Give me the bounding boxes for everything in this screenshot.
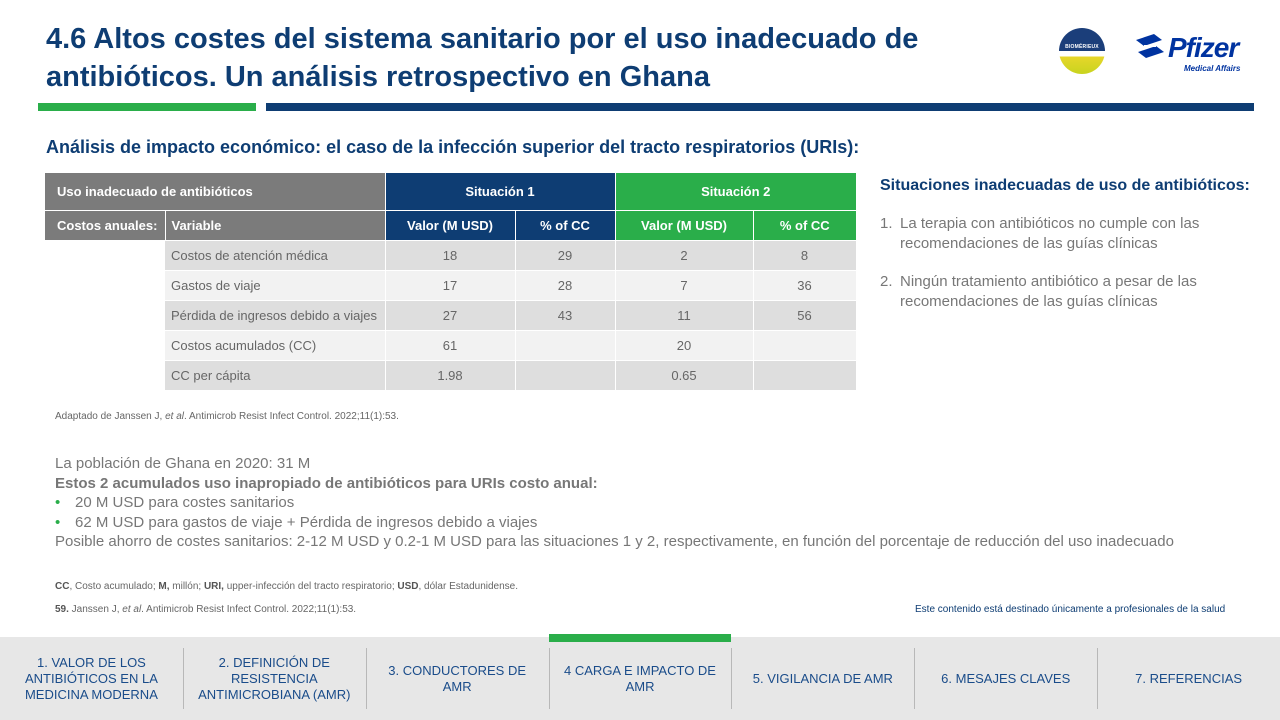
cell-valor-s2: 20 xyxy=(615,329,754,360)
biomerieux-logo: BIOMÉRIEUX xyxy=(1059,28,1105,74)
header-situacion-2: Situación 2 xyxy=(615,173,856,210)
abbr-def: , dólar Estadunidense. xyxy=(418,581,519,592)
header-situacion-1: Situación 1 xyxy=(385,173,616,210)
list-number: 1. xyxy=(880,215,893,232)
cell-valor-s1: 17 xyxy=(385,269,516,300)
cell-valor-s1: 1.98 xyxy=(385,359,516,390)
pfizer-wordmark: Pfizer xyxy=(1168,32,1239,63)
cell-valor-s2: 2 xyxy=(615,239,754,270)
reference-etal: et al xyxy=(122,604,142,615)
header-variable: Variable xyxy=(165,209,386,240)
header-valor-s2: Valor (M USD) xyxy=(615,209,754,240)
abbr-term: M, xyxy=(158,581,170,592)
nav-item-conductores-amr[interactable]: 3. CONDUCTORES DE AMR xyxy=(365,637,549,720)
cell-valor-s1: 61 xyxy=(385,329,516,360)
summary-savings: Posible ahorro de costes sanitarios: 2-1… xyxy=(55,533,1174,550)
summary-population: La población de Ghana en 2020: 31 M xyxy=(55,455,311,472)
abbr-term: CC xyxy=(55,581,70,592)
row-label: Costos de atención médica xyxy=(165,239,386,270)
list-item: 1. La terapia con antibióticos no cumple… xyxy=(880,214,1240,254)
abbr-def: upper-infección del tracto respiratorio; xyxy=(223,581,398,592)
list-number: 2. xyxy=(880,273,893,290)
pfizer-subtitle: Medical Affairs xyxy=(1184,64,1241,73)
cell-pct-s1: 28 xyxy=(515,269,616,300)
cell-pct-s1 xyxy=(515,329,616,360)
header-valor-s1: Valor (M USD) xyxy=(385,209,516,240)
cell-pct-s1: 43 xyxy=(515,299,616,330)
page-title: 4.6 Altos costes del sistema sanitario p… xyxy=(46,23,919,93)
header-pct-s1: % of CC xyxy=(515,209,616,240)
table-row: Costos acumulados (CC) 61 20 xyxy=(45,329,857,360)
bullet-icon: • xyxy=(55,513,61,531)
cell-pct-s2: 36 xyxy=(753,269,857,300)
abbr-term: USD xyxy=(397,581,419,592)
list-item: • 62 M USD para gastos de viaje + Pérdida… xyxy=(55,513,1235,533)
cell-pct-s1: 29 xyxy=(515,239,616,270)
row-label: Costos acumulados (CC) xyxy=(165,329,386,360)
nav-item-referencias[interactable]: 7. REFERENCIAS xyxy=(1097,637,1280,720)
summary-block: La población de Ghana en 2020: 31 M Esto… xyxy=(55,454,1235,552)
reference-number: 59. xyxy=(55,604,69,615)
header-uso-inadecuado: Uso inadecuado de antibióticos xyxy=(45,173,386,210)
list-item: • 20 M USD para costes sanitarios xyxy=(55,493,1235,513)
cell-valor-s1: 27 xyxy=(385,299,516,330)
title-underline-blue xyxy=(266,103,1254,111)
pfizer-mark-icon xyxy=(1136,34,1164,58)
reference-note: 59. Janssen J, et al. Antimicrob Resist … xyxy=(55,604,356,615)
cell-pct-s1 xyxy=(515,359,616,390)
list-text: Ningún tratamiento antibiótico a pesar d… xyxy=(900,273,1197,310)
cell-valor-s2: 7 xyxy=(615,269,754,300)
list-item: 2. Ningún tratamiento antibiótico a pesa… xyxy=(880,272,1240,312)
title-underline-green xyxy=(38,103,256,111)
nav-item-carga-impacto-amr[interactable]: 4 CARGA E IMPACTO DE AMR xyxy=(548,634,732,720)
cell-pct-s2: 8 xyxy=(753,239,857,270)
source-post: . Antimicrob Resist Infect Control. 2022… xyxy=(183,411,399,422)
abbreviations: CC, Costo acumulado; M, millón; URI, upp… xyxy=(55,581,518,592)
list-text: La terapia con antibióticos no cumple co… xyxy=(900,215,1200,252)
table-row: Pérdida de ingresos debido a viajes 27 4… xyxy=(45,299,857,330)
section-nav: 1. VALOR DE LOS ANTIBIÓTICOS EN LA MEDIC… xyxy=(0,634,1280,720)
table-row: CC per cápita 1.98 0.65 xyxy=(45,359,857,390)
summary-heading: Estos 2 acumulados uso inapropiado de an… xyxy=(55,474,598,492)
source-etal: et al xyxy=(165,411,184,422)
section-subtitle: Análisis de impacto económico: el caso d… xyxy=(46,137,860,157)
cell-pct-s2: 56 xyxy=(753,299,857,330)
cell-valor-s2: 11 xyxy=(615,299,754,330)
cell-valor-s2: 0.65 xyxy=(615,359,754,390)
bullet-icon: • xyxy=(55,494,61,511)
nav-item-valor-antibioticos[interactable]: 1. VALOR DE LOS ANTIBIÓTICOS EN LA MEDIC… xyxy=(24,654,158,702)
abbr-def: , Costo acumulado; xyxy=(69,581,159,592)
header-pct-s2: % of CC xyxy=(753,209,856,240)
cell-pct-s2 xyxy=(753,359,857,390)
cell-valor-s1: 18 xyxy=(385,239,516,270)
biomerieux-logo-text: BIOMÉRIEUX xyxy=(1065,44,1099,50)
nav-item-mensajes-claves[interactable]: 6. MESAJES CLAVES xyxy=(914,637,1097,720)
table-row: Gastos de viaje 17 28 7 36 xyxy=(45,269,857,300)
cell-pct-s2 xyxy=(753,329,857,360)
nav-item-definicion-amr[interactable]: 2. DEFINICIÓN DE RESISTENCIA ANTIMICROBI… xyxy=(182,637,366,720)
reference-pre: Janssen J, xyxy=(68,604,123,615)
cost-table: Uso inadecuado de antibióticos Situación… xyxy=(45,173,857,390)
row-label: CC per cápita xyxy=(165,359,386,390)
table-source-note: Adaptado de Janssen J, et al. Antimicrob… xyxy=(55,411,399,422)
bullet-text: 20 M USD para costes sanitarios xyxy=(75,494,295,511)
pfizer-logo: Pfizer Medical Affairs xyxy=(1132,28,1242,76)
abbr-term: URI, xyxy=(203,581,224,592)
source-pre: Adaptado de Janssen J, xyxy=(55,411,166,422)
header-costos-anuales: Costos anuales: xyxy=(45,209,166,240)
nav-item-vigilancia-amr[interactable]: 5. VIGILANCIA DE AMR xyxy=(731,637,914,720)
side-panel-list: 1. La terapia con antibióticos no cumple… xyxy=(880,214,1240,330)
abbr-def: millón; xyxy=(169,581,204,592)
table-row: Costos de atención médica 18 29 2 8 xyxy=(45,239,857,270)
reference-post: . Antimicrob Resist Infect Control. 2022… xyxy=(141,604,357,615)
bullet-text: 62 M USD para gastos de viaje + Pérdida … xyxy=(75,513,538,531)
hcp-disclaimer: Este contenido está destinado únicamente… xyxy=(915,604,1226,615)
side-panel-title: Situaciones inadecuadas de uso de antibi… xyxy=(880,177,1250,194)
row-label: Gastos de viaje xyxy=(165,269,386,300)
row-label: Pérdida de ingresos debido a viajes xyxy=(165,299,386,330)
